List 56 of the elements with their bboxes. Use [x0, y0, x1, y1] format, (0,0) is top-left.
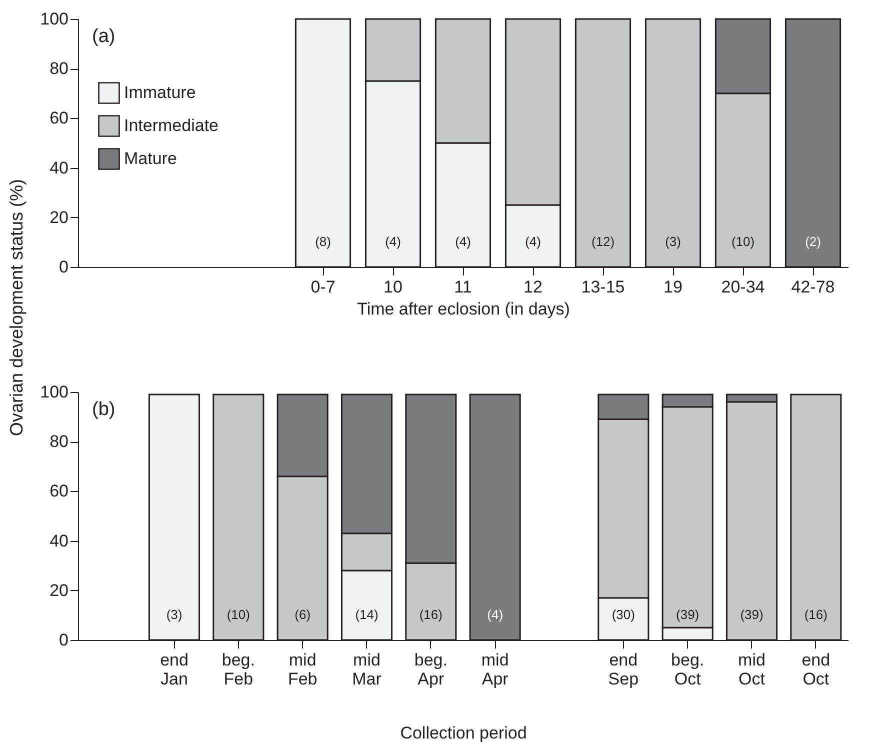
x-axis-title: Time after eclosion (in days)	[357, 300, 570, 318]
y-tick-label: 60	[50, 108, 68, 128]
y-tick-label: 100	[40, 382, 68, 402]
y-tick-label: 80	[50, 432, 68, 452]
annotation: (16)	[419, 607, 442, 622]
x-tick-label: mid Oct	[738, 650, 766, 688]
annotation: (4)	[487, 607, 504, 622]
annotation: (4)	[525, 234, 541, 249]
x-tick-label: beg. Feb	[222, 650, 255, 688]
annotation: (8)	[315, 234, 331, 249]
x-tick-label: 12	[524, 278, 542, 296]
y-tick-label: 20	[50, 208, 68, 227]
annotation: (3)	[665, 234, 681, 249]
annotation: (6)	[294, 607, 311, 622]
annotation: (4)	[455, 234, 471, 249]
y-tick-label: 40	[50, 531, 68, 550]
y-tick-label: 0	[59, 630, 68, 650]
annotation: (3)	[166, 607, 182, 622]
x-tick-label: 11	[454, 278, 472, 296]
annotation: (2)	[805, 234, 821, 249]
annotation: (b)	[92, 399, 116, 420]
annotation: (16)	[804, 607, 828, 622]
x-tick-label: 10	[384, 278, 402, 296]
annotation: (12)	[591, 234, 615, 249]
annotation: (4)	[385, 234, 401, 249]
y-tick-label: 0	[59, 258, 68, 276]
y-tick-label: 80	[50, 59, 68, 78]
x-tick-label: mid Apr	[481, 650, 509, 688]
annotation: (10)	[731, 234, 755, 249]
legend-label: Intermediate	[124, 116, 218, 135]
y-tick-label: 60	[50, 482, 68, 501]
x-tick-label: beg. Apr	[414, 650, 448, 688]
x-tick-label: 0-7	[310, 278, 336, 296]
x-tick-label: 19	[664, 278, 682, 296]
legend-label: Immature	[124, 83, 196, 102]
annotation: (10)	[226, 607, 250, 622]
x-tick-label: end Sep	[608, 650, 639, 688]
y-tick-label: 100	[40, 10, 68, 28]
x-tick-label: end Jan	[160, 650, 188, 688]
x-tick-label: 20-34	[721, 278, 765, 296]
x-tick-label: end Oct	[802, 650, 830, 688]
legend-label: Mature	[124, 149, 177, 168]
y-axis-title: Ovarian development status (%)	[6, 178, 26, 436]
annotation: (a)	[92, 26, 116, 47]
x-axis-title: Collection period	[400, 724, 527, 742]
annotation: (39)	[676, 607, 700, 622]
y-tick-label: 20	[50, 580, 68, 600]
annotation: (30)	[612, 607, 635, 622]
x-tick-label: 42-78	[791, 278, 835, 296]
y-tick-label: 40	[50, 158, 68, 178]
annotation: (14)	[355, 607, 378, 622]
x-tick-label: mid Mar	[352, 650, 382, 688]
annotation: (39)	[740, 607, 764, 622]
x-tick-label: beg. Oct	[671, 650, 704, 688]
x-tick-label: mid Feb	[288, 650, 318, 688]
x-tick-label: 13-15	[581, 278, 625, 296]
